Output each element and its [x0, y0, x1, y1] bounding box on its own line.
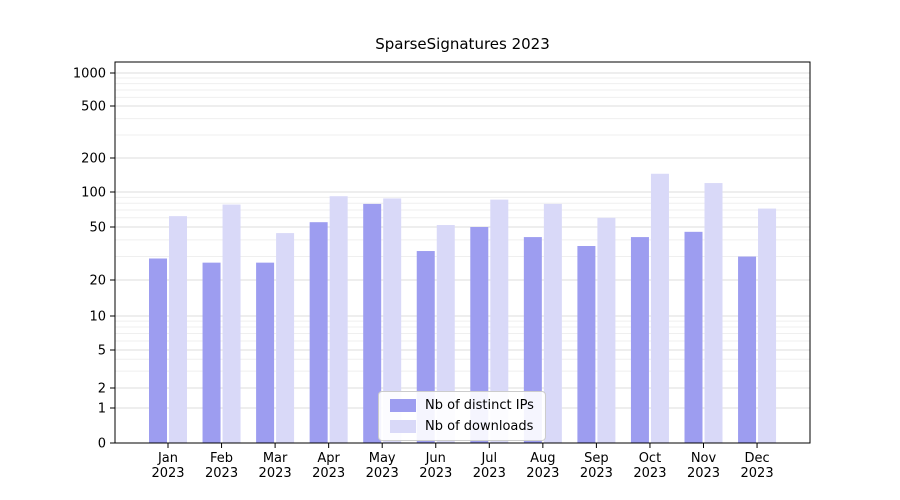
legend-label-ips: Nb of distinct IPs	[425, 398, 534, 413]
legend-swatch-downloads	[390, 420, 416, 433]
bar-downloads	[169, 216, 187, 443]
x-tick-label-year: 2023	[312, 466, 345, 481]
x-tick-label-year: 2023	[633, 466, 666, 481]
x-tick-label-year: 2023	[151, 466, 184, 481]
bar-distinct-ips	[630, 237, 649, 443]
bar-distinct-ips	[309, 222, 328, 443]
y-tick-label: 0	[98, 437, 106, 452]
y-tick-label: 5	[98, 344, 106, 359]
x-tick-label-month: Nov	[691, 451, 717, 466]
bar-distinct-ips	[470, 227, 489, 443]
legend-item-downloads: Nb of downloads	[390, 419, 534, 434]
x-tick-label-year: 2023	[419, 466, 452, 481]
bar-downloads	[329, 196, 348, 443]
bar-distinct-ips	[202, 262, 221, 443]
bar-distinct-ips	[256, 262, 275, 443]
bar-downloads	[222, 204, 241, 443]
plot-frame	[114, 61, 811, 444]
bar-downloads	[436, 225, 455, 443]
y-tick-label: 20	[89, 274, 106, 289]
x-tick-label-year: 2023	[580, 466, 613, 481]
x-tick-label-month: May	[369, 451, 396, 466]
bar-downloads	[276, 233, 295, 443]
y-tick-label: 1000	[73, 67, 106, 82]
bar-distinct-ips	[738, 256, 757, 443]
x-tick-label-month: Aug	[530, 451, 555, 466]
chart-title: SparseSignatures 2023	[375, 35, 550, 53]
y-tick-label: 10	[89, 310, 106, 325]
x-tick-label-month: Jul	[480, 451, 497, 466]
x-tick-label-month: Mar	[263, 451, 288, 466]
x-tick-label-year: 2023	[473, 466, 506, 481]
legend-label-downloads: Nb of downloads	[425, 419, 534, 434]
x-tick-label-year: 2023	[741, 466, 774, 481]
x-tick-label-year: 2023	[205, 466, 238, 481]
legend-item-distinct-ips: Nb of distinct IPs	[390, 398, 534, 413]
x-tick-label-year: 2023	[687, 466, 720, 481]
bar-distinct-ips	[684, 231, 703, 443]
y-tick-label: 2	[98, 382, 106, 397]
legend: Nb of distinct IPs Nb of downloads	[378, 391, 546, 441]
bar-downloads	[383, 198, 402, 443]
x-tick-label-month: Jun	[425, 451, 446, 466]
bar-distinct-ips	[149, 258, 167, 443]
y-tick-label: 200	[81, 152, 106, 167]
y-tick-label: 500	[81, 100, 106, 115]
bar-downloads	[650, 173, 669, 443]
y-tick-label: 50	[89, 221, 106, 236]
x-tick-label-month: Oct	[639, 451, 661, 466]
bar-distinct-ips	[363, 203, 382, 443]
y-tick-label: 1	[98, 402, 106, 417]
x-tick-label-year: 2023	[259, 466, 292, 481]
bar-downloads	[704, 183, 723, 443]
bar-downloads	[758, 208, 777, 443]
legend-swatch-ips	[390, 399, 416, 412]
x-tick-label-month: Apr	[317, 451, 340, 466]
x-tick-label-month: Sep	[584, 451, 609, 466]
bar-downloads	[490, 199, 509, 443]
bar-downloads	[543, 203, 562, 443]
x-tick-label-month: Feb	[210, 451, 233, 466]
x-tick-label-month: Jan	[157, 451, 178, 466]
bar-distinct-ips	[577, 246, 596, 443]
y-tick-label: 100	[81, 186, 106, 201]
bar-downloads	[597, 217, 616, 443]
x-tick-label-month: Dec	[744, 451, 769, 466]
x-tick-label-year: 2023	[526, 466, 559, 481]
x-tick-label-year: 2023	[366, 466, 399, 481]
